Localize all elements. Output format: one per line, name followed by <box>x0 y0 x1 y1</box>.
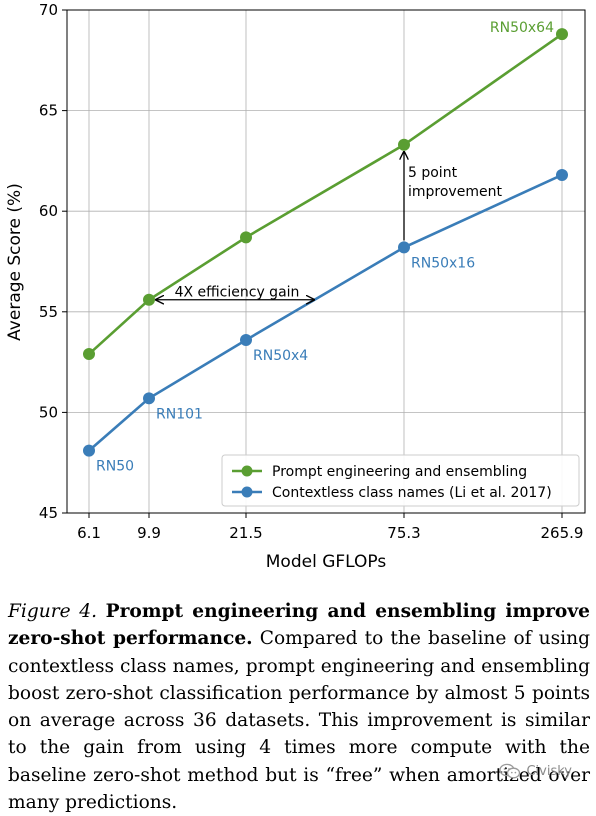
legend-frame <box>221 454 580 507</box>
data-point <box>240 231 252 244</box>
y-axis-label: Average Score (%) <box>5 183 25 341</box>
point-label: RN101 <box>156 406 203 422</box>
x-axis-ticks: 6.1 9.9 21.5 75.3 265.9 <box>77 513 583 542</box>
x-tick-label: 265.9 <box>541 524 584 542</box>
data-point <box>240 333 252 346</box>
y-tick-label: 70 <box>39 1 58 19</box>
legend-label-prompt: Prompt engineering and ensembling <box>272 464 527 480</box>
y-tick-label: 60 <box>39 202 58 220</box>
wechat-icon <box>499 763 521 779</box>
x-tick-label: 21.5 <box>229 524 262 542</box>
series-layer: RN50 RN101 RN50x4 RN50x16 RN50x64 <box>83 20 568 475</box>
improvement-annotation-line2: improvement <box>408 184 502 200</box>
watermark-text: Civisky <box>526 763 572 779</box>
point-label: RN50x4 <box>253 348 308 364</box>
efficiency-annotation: 4X efficiency gain <box>175 285 300 301</box>
data-point <box>556 28 568 41</box>
y-tick-label: 50 <box>39 403 58 421</box>
y-tick-label: 45 <box>39 504 58 522</box>
data-point <box>83 444 95 457</box>
chart: 45 50 55 60 65 70 6.1 9.9 21.5 75.3 265.9 Model G… <box>5 1 586 572</box>
data-point <box>83 348 95 361</box>
legend-marker-contextless <box>241 486 253 498</box>
grid <box>67 9 585 514</box>
x-axis-label: Model GFLOPs <box>266 552 387 572</box>
caption-figure-label: Figure 4. <box>8 601 97 622</box>
legend-label-contextless: Contextless class names (Li et al. 2017) <box>272 485 552 501</box>
caption-body: Compared to the baseline of using contex… <box>8 628 590 814</box>
data-point <box>556 168 568 181</box>
watermark: Civisky <box>499 763 572 779</box>
point-label: RN50 <box>96 459 134 475</box>
x-tick-label: 6.1 <box>77 524 101 542</box>
point-label: RN50x64 <box>490 20 554 36</box>
caption-title: Prompt engineering and ensembling improv… <box>8 601 590 650</box>
point-label: RN50x16 <box>411 255 475 271</box>
y-axis-ticks: 45 50 55 60 65 70 <box>39 1 67 522</box>
data-point <box>143 293 155 306</box>
data-point <box>398 241 410 254</box>
data-point <box>143 392 155 405</box>
x-tick-label: 9.9 <box>137 524 161 542</box>
figure-caption: Figure 4. Prompt engineering and ensembl… <box>8 598 590 816</box>
y-tick-label: 65 <box>39 102 58 120</box>
annotation-layer: 4X efficiency gain 5 point improvement <box>156 152 502 301</box>
improvement-annotation-line1: 5 point <box>408 165 458 181</box>
x-tick-label: 75.3 <box>387 524 420 542</box>
legend-marker-prompt <box>241 465 253 477</box>
plot-frame <box>66 9 586 514</box>
y-tick-label: 55 <box>39 303 58 321</box>
legend: Prompt engineering and ensembling Contex… <box>221 454 580 507</box>
data-point <box>398 138 410 151</box>
